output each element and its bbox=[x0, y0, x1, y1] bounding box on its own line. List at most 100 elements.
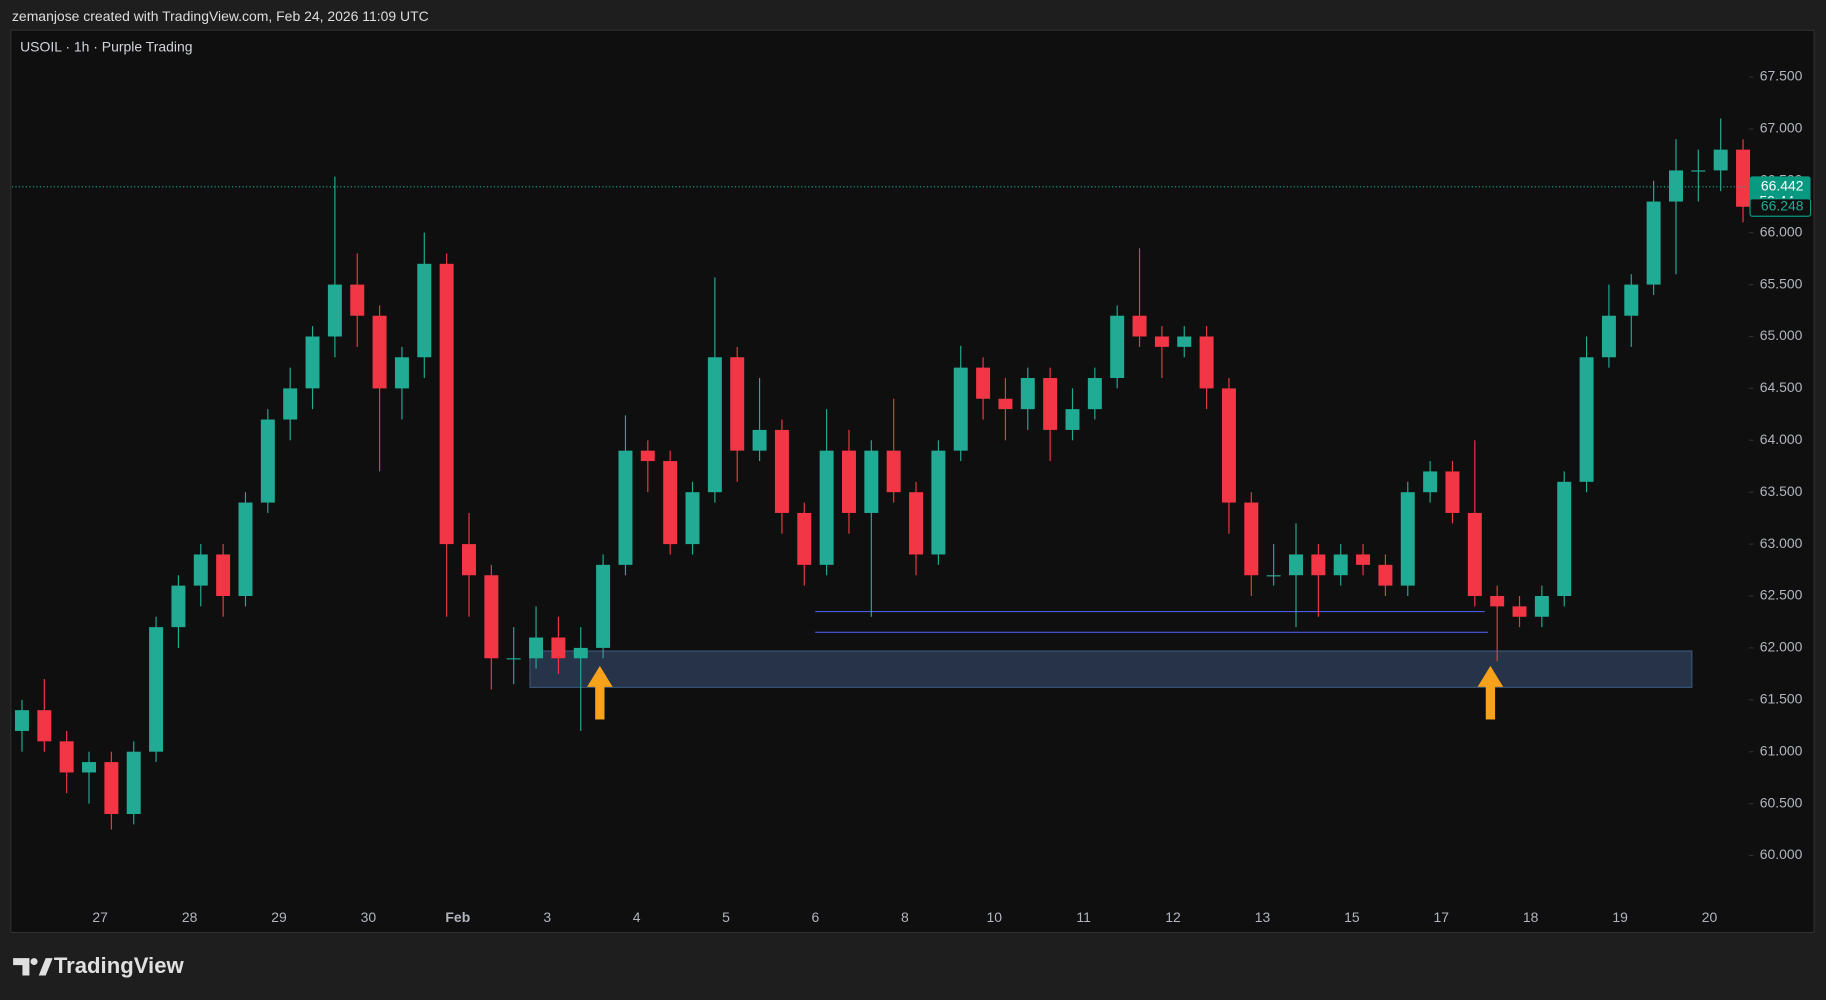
candle-body bbox=[37, 710, 52, 742]
candle-body bbox=[1065, 409, 1080, 430]
candle-body bbox=[663, 461, 678, 545]
candle-body bbox=[1534, 595, 1549, 617]
candle-body bbox=[1020, 378, 1035, 410]
candle-body bbox=[819, 450, 834, 565]
candle-body bbox=[394, 357, 409, 389]
y-tick-label: 62.000 bbox=[1760, 639, 1803, 655]
candle-body bbox=[1356, 554, 1371, 565]
candle-body bbox=[1087, 378, 1102, 410]
candle-body bbox=[1512, 606, 1527, 617]
candle-body bbox=[1400, 492, 1415, 586]
y-tick-label: 65.000 bbox=[1760, 327, 1803, 343]
candle-body bbox=[372, 315, 387, 389]
last-price-label: 66.442 bbox=[1761, 177, 1804, 193]
candle-body bbox=[462, 544, 476, 576]
candle-body bbox=[707, 357, 722, 493]
logo-dot bbox=[30, 958, 38, 966]
y-tick-label: 67.000 bbox=[1760, 120, 1803, 136]
candle-body bbox=[417, 263, 432, 358]
candle-body bbox=[797, 512, 812, 565]
logo-mark bbox=[38, 958, 53, 976]
candle-body bbox=[82, 762, 97, 773]
candle-body bbox=[1289, 554, 1303, 576]
chart-panel bbox=[10, 29, 1815, 934]
x-tick-label: 11 bbox=[1076, 909, 1091, 925]
candle-body bbox=[1266, 575, 1281, 577]
candle-body bbox=[1445, 471, 1460, 513]
y-tick-label: 67.500 bbox=[1760, 68, 1803, 84]
candle-body bbox=[1132, 315, 1147, 337]
x-tick-label: 15 bbox=[1344, 909, 1360, 925]
y-tick-label: 60.000 bbox=[1760, 846, 1803, 862]
logo-mark bbox=[13, 958, 30, 976]
x-tick-label: 8 bbox=[901, 909, 909, 925]
chart-title: USOIL · 1h · Purple Trading bbox=[20, 38, 192, 54]
bid-price-label: 66.248 bbox=[1761, 198, 1804, 214]
x-tick-label: 10 bbox=[986, 909, 1002, 925]
bid-price-box bbox=[1749, 198, 1812, 217]
candle-body bbox=[909, 492, 924, 555]
candle-body bbox=[439, 263, 454, 545]
candle-body bbox=[1177, 336, 1192, 347]
candle-body bbox=[149, 627, 164, 752]
candle-body bbox=[1221, 388, 1236, 503]
candle-body bbox=[1557, 481, 1572, 596]
candle-body bbox=[640, 450, 655, 462]
x-tick-label: 18 bbox=[1523, 909, 1539, 925]
x-tick-label: 20 bbox=[1702, 909, 1718, 925]
x-tick-label: 4 bbox=[633, 909, 641, 925]
candle-body bbox=[238, 502, 253, 596]
candle-body bbox=[1110, 315, 1125, 379]
candle-body bbox=[618, 450, 633, 565]
candle-body bbox=[774, 429, 789, 513]
candle-body bbox=[730, 357, 745, 451]
candle-body bbox=[327, 284, 342, 337]
x-tick-label: Feb bbox=[445, 909, 470, 925]
y-tick-label: 64.000 bbox=[1760, 431, 1803, 447]
attribution: zemanjose created with TradingView.com, … bbox=[12, 8, 429, 24]
plot-area: 60.000 60.500 61.000 61.500 62.000 62.500 63.0… bbox=[11, 68, 1812, 925]
y-tick-label: 65.500 bbox=[1760, 275, 1803, 291]
x-tick-label: 29 bbox=[271, 909, 287, 925]
x-tick-label: 28 bbox=[182, 909, 198, 925]
arrow-annotation bbox=[587, 665, 613, 720]
y-tick-label: 60.500 bbox=[1760, 794, 1803, 810]
x-tick-label: 13 bbox=[1255, 909, 1271, 925]
y-tick-label: 64.500 bbox=[1760, 379, 1803, 395]
candle-body bbox=[14, 710, 29, 731]
candle-body bbox=[1713, 149, 1728, 171]
candle-body bbox=[998, 398, 1013, 410]
candle-body bbox=[59, 741, 74, 773]
y-tick-label: 62.500 bbox=[1760, 587, 1803, 603]
x-tick-label: 3 bbox=[543, 909, 551, 925]
candle-body bbox=[1378, 564, 1393, 586]
candle-body bbox=[1311, 554, 1326, 576]
candle-body bbox=[931, 450, 946, 555]
candle-body bbox=[260, 419, 275, 503]
candle-body bbox=[1691, 170, 1706, 172]
candle-body bbox=[350, 284, 365, 316]
x-tick-label: 19 bbox=[1612, 909, 1628, 925]
candle-body bbox=[1736, 149, 1751, 207]
arrow-annotation bbox=[1477, 665, 1504, 720]
x-tick-label: 12 bbox=[1165, 909, 1181, 925]
candle-body bbox=[1668, 170, 1683, 202]
x-tick-label: 17 bbox=[1434, 909, 1450, 925]
candle-body bbox=[1467, 512, 1482, 596]
candle-body bbox=[1199, 336, 1214, 389]
candle-body bbox=[573, 647, 588, 659]
candle-body bbox=[551, 637, 566, 659]
y-tick-label: 61.500 bbox=[1760, 690, 1803, 706]
candle-body bbox=[685, 492, 700, 545]
x-tick-label: 6 bbox=[812, 909, 820, 925]
candle-body bbox=[126, 751, 141, 814]
candle-body bbox=[1579, 357, 1594, 482]
candle-body bbox=[1624, 284, 1639, 316]
candle-body bbox=[841, 450, 856, 513]
candle-body bbox=[506, 658, 521, 660]
x-tick-label: 30 bbox=[361, 909, 377, 925]
candle-body bbox=[752, 429, 767, 451]
y-tick-label: 61.000 bbox=[1760, 742, 1803, 758]
candle-body bbox=[1333, 554, 1348, 576]
